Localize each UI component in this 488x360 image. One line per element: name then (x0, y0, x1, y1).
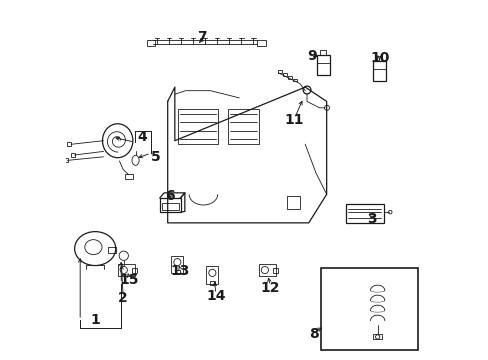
Bar (205, 266, 218, 284)
Bar (147, 40, 155, 46)
Bar (287, 196, 299, 208)
Bar (160, 198, 180, 212)
Text: 5: 5 (151, 150, 161, 164)
Bar (228, 109, 258, 144)
Text: 14: 14 (206, 289, 225, 303)
Bar (376, 56, 382, 61)
Bar (118, 264, 135, 276)
Bar (132, 267, 137, 273)
Bar (107, 247, 115, 253)
Bar (316, 55, 329, 75)
Text: 11: 11 (284, 113, 304, 127)
Bar (67, 142, 71, 147)
Text: 10: 10 (370, 51, 389, 65)
Text: 13: 13 (170, 264, 189, 278)
Bar (373, 334, 381, 339)
Bar (209, 281, 214, 285)
Bar (372, 61, 385, 81)
Bar (258, 264, 275, 276)
Bar (257, 40, 265, 46)
Text: 15: 15 (120, 273, 139, 287)
Bar (272, 267, 278, 273)
Bar (178, 109, 217, 144)
Bar (320, 50, 325, 55)
Text: 4: 4 (138, 130, 147, 144)
Bar (293, 78, 296, 81)
Text: 2: 2 (118, 291, 128, 305)
Bar (70, 153, 75, 157)
Text: 6: 6 (164, 189, 174, 203)
Text: 12: 12 (260, 281, 280, 295)
Text: 3: 3 (367, 212, 376, 226)
Bar (162, 203, 179, 210)
Bar (283, 73, 286, 76)
Bar (321, 267, 418, 350)
Bar (171, 256, 183, 273)
Text: 1: 1 (90, 313, 100, 327)
Text: 7: 7 (196, 30, 206, 44)
Bar (175, 270, 180, 274)
Bar (124, 174, 132, 179)
Bar (346, 204, 383, 223)
Text: 8: 8 (308, 327, 318, 341)
Bar (288, 76, 291, 78)
Bar (63, 158, 67, 162)
Text: 9: 9 (307, 49, 317, 63)
Bar (278, 70, 282, 73)
